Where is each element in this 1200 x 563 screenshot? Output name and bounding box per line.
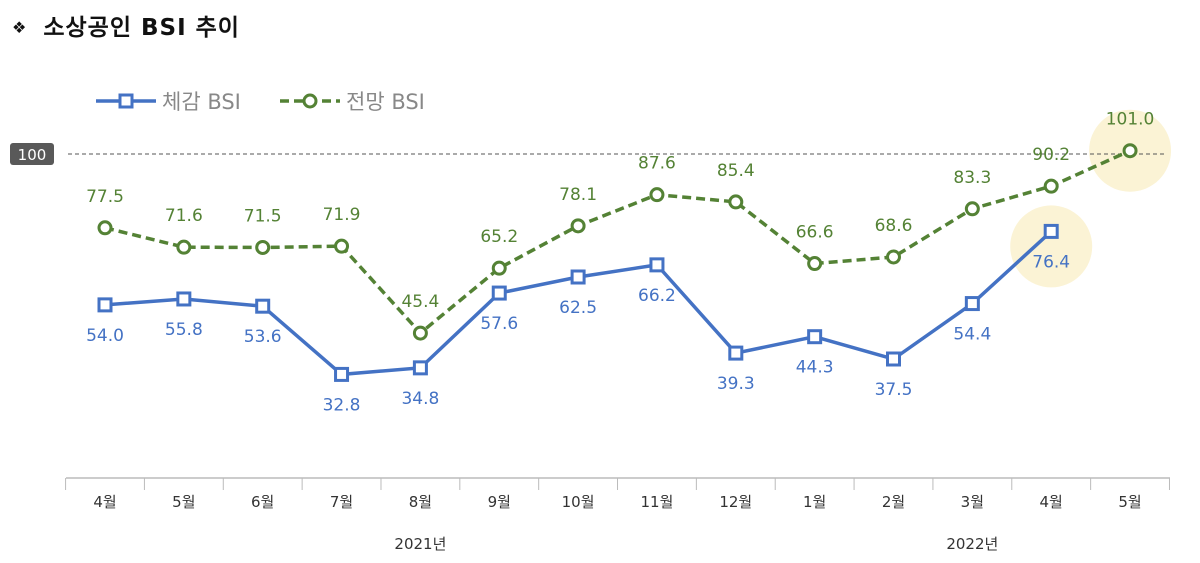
legend-label: 체감 BSI [162, 90, 241, 114]
data-label: 87.6 [638, 154, 676, 174]
data-point [649, 187, 665, 203]
data-point [97, 220, 113, 236]
data-label: 76.4 [1032, 252, 1070, 272]
data-point [491, 260, 507, 276]
data-point [807, 256, 823, 272]
legend-circle-icon [302, 93, 318, 109]
x-tick-label: 7월 [330, 493, 353, 511]
data-point [1043, 223, 1059, 239]
data-label: 68.6 [875, 216, 913, 236]
data-point [334, 366, 350, 382]
data-label: 54.4 [953, 325, 991, 345]
data-label: 78.1 [559, 185, 597, 205]
series-line-outlook [104, 149, 1131, 336]
data-label: 45.4 [401, 292, 439, 312]
x-tick-label: 1월 [803, 493, 826, 511]
data-point [964, 201, 980, 217]
data-label: 71.6 [165, 206, 203, 226]
highlight-circle [1010, 205, 1093, 288]
data-point [728, 194, 744, 210]
x-tick-label: 11월 [641, 493, 674, 511]
legend: 체감 BSI 전망 BSI [96, 90, 425, 114]
x-tick-label: 6월 [251, 493, 274, 511]
data-point [570, 269, 586, 285]
data-label: 54.0 [86, 326, 124, 346]
data-label: 71.5 [244, 206, 282, 226]
reference-label: 100 [18, 146, 47, 164]
data-label: 66.6 [796, 223, 834, 243]
data-label: 65.2 [480, 227, 518, 247]
data-label: 37.5 [875, 380, 913, 400]
data-label: 66.2 [638, 286, 676, 306]
x-tick-label: 10월 [562, 493, 595, 511]
data-point [807, 329, 823, 345]
data-point [176, 291, 192, 307]
data-label: 44.3 [796, 358, 834, 378]
data-point [255, 298, 271, 314]
data-point [97, 297, 113, 313]
x-tick-label: 12월 [719, 493, 752, 511]
data-label: 62.5 [559, 298, 597, 318]
data-label: 39.3 [717, 374, 755, 394]
data-point [649, 257, 665, 273]
bullet-icon: ❖ [12, 18, 28, 37]
x-tick-label: 5월 [1118, 493, 1141, 511]
x-tick-label: 8월 [409, 493, 432, 511]
data-point [1043, 178, 1059, 194]
x-tick-label: 2월 [882, 493, 905, 511]
data-label: 55.8 [165, 320, 203, 340]
data-label: 34.8 [401, 389, 439, 409]
legend-label: 전망 BSI [346, 90, 425, 114]
data-point [412, 360, 428, 376]
data-point [255, 239, 271, 255]
data-label: 77.5 [86, 187, 124, 207]
data-label: 57.6 [480, 314, 518, 334]
x-tick-label: 4월 [1040, 493, 1063, 511]
data-label: 101.0 [1106, 110, 1155, 130]
chart-title-text: 소상공인 BSI 추이 [43, 15, 240, 41]
data-label: 83.3 [953, 168, 991, 188]
data-point [964, 296, 980, 312]
data-point [886, 249, 901, 265]
legend-square-icon [118, 93, 134, 109]
data-label: 90.2 [1032, 145, 1070, 165]
data-label: 71.9 [323, 205, 361, 225]
data-point [412, 325, 428, 341]
reference-label-box [10, 143, 54, 165]
data-point [728, 345, 744, 361]
data-point [334, 238, 350, 254]
data-point [176, 239, 192, 255]
data-point [491, 285, 507, 301]
data-label: 53.6 [244, 327, 282, 347]
data-label: 32.8 [323, 395, 361, 415]
year-label: 2021년 [394, 535, 446, 553]
x-tick-label: 9월 [488, 493, 511, 511]
year-label: 2022년 [946, 535, 998, 553]
x-tick-label: 4월 [93, 493, 116, 511]
data-point [886, 351, 901, 367]
x-tick-label: 3월 [961, 493, 984, 511]
chart-title: ❖ 소상공인 BSI 추이 [12, 8, 240, 42]
data-label: 85.4 [717, 161, 755, 181]
x-tick-label: 5월 [172, 493, 195, 511]
data-point [570, 218, 586, 234]
data-point [1122, 143, 1138, 159]
